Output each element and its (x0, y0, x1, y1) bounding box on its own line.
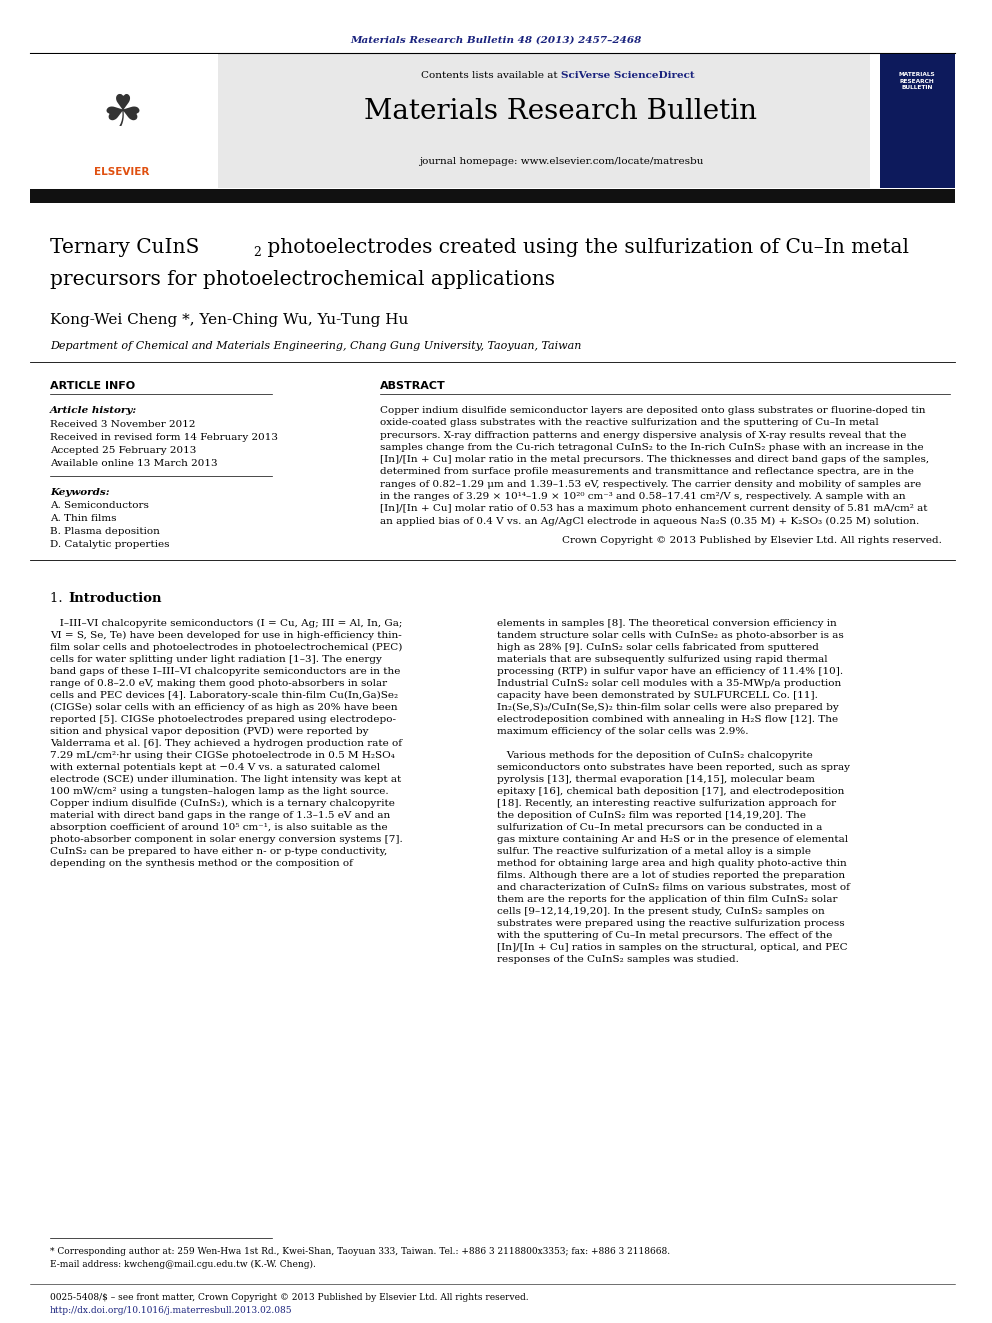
Text: Department of Chemical and Materials Engineering, Chang Gung University, Taoyuan: Department of Chemical and Materials Eng… (50, 341, 581, 351)
Text: materials that are subsequently sulfurized using rapid thermal: materials that are subsequently sulfuriz… (497, 655, 827, 664)
Bar (30, 54, 870, 188)
Text: precursors. X-ray diffraction patterns and energy dispersive analysis of X-ray r: precursors. X-ray diffraction patterns a… (380, 430, 907, 439)
Text: electrode (SCE) under illumination. The light intensity was kept at: electrode (SCE) under illumination. The … (50, 775, 401, 785)
Text: Copper indium disulfide semiconductor layers are deposited onto glass substrates: Copper indium disulfide semiconductor la… (380, 406, 926, 415)
Text: capacity have been demonstrated by SULFURCELL Co. [11].: capacity have been demonstrated by SULFU… (497, 691, 817, 700)
Text: cells for water splitting under light radiation [1–3]. The energy: cells for water splitting under light ra… (50, 655, 382, 664)
Text: A. Semiconductors: A. Semiconductors (50, 501, 149, 509)
Text: Valderrama et al. [6]. They achieved a hydrogen production rate of: Valderrama et al. [6]. They achieved a h… (50, 740, 402, 747)
Text: high as 28% [9]. CuInS₂ solar cells fabricated from sputtered: high as 28% [9]. CuInS₂ solar cells fabr… (497, 643, 818, 652)
Text: with the sputtering of Cu–In metal precursors. The effect of the: with the sputtering of Cu–In metal precu… (497, 931, 832, 941)
Text: [In]/[In + Cu] ratios in samples on the structural, optical, and PEC: [In]/[In + Cu] ratios in samples on the … (497, 943, 847, 953)
Text: 0025-5408/$ – see front matter, Crown Copyright © 2013 Published by Elsevier Ltd: 0025-5408/$ – see front matter, Crown Co… (50, 1293, 529, 1302)
Text: ARTICLE INFO: ARTICLE INFO (50, 381, 135, 392)
Text: * Corresponding author at: 259 Wen-Hwa 1st Rd., Kwei-Shan, Taoyuan 333, Taiwan. : * Corresponding author at: 259 Wen-Hwa 1… (50, 1248, 671, 1256)
Text: films. Although there are a lot of studies reported the preparation: films. Although there are a lot of studi… (497, 871, 845, 880)
Text: 2: 2 (253, 246, 261, 259)
Text: MATERIALS
RESEARCH
BULLETIN: MATERIALS RESEARCH BULLETIN (899, 71, 935, 90)
Text: Received 3 November 2012: Received 3 November 2012 (50, 419, 195, 429)
Text: depending on the synthesis method or the composition of: depending on the synthesis method or the… (50, 859, 353, 868)
Text: tandem structure solar cells with CuInSe₂ as photo-absorber is as: tandem structure solar cells with CuInSe… (497, 631, 844, 640)
Text: samples change from the Cu-rich tetragonal CuInS₂ to the In-rich CuInS₂ phase wi: samples change from the Cu-rich tetragon… (380, 443, 924, 452)
Text: Introduction: Introduction (68, 591, 162, 605)
Text: Industrial CuInS₂ solar cell modules with a 35-MWp/a production: Industrial CuInS₂ solar cell modules wit… (497, 679, 841, 688)
Text: cells and PEC devices [4]. Laboratory-scale thin-film Cu(In,Ga)Se₂: cells and PEC devices [4]. Laboratory-sc… (50, 691, 398, 700)
Text: material with direct band gaps in the range of 1.3–1.5 eV and an: material with direct band gaps in the ra… (50, 811, 390, 820)
Text: journal homepage: www.elsevier.com/locate/matresbu: journal homepage: www.elsevier.com/locat… (419, 157, 703, 165)
Text: Kong-Wei Cheng *, Yen-Ching Wu, Yu-Tung Hu: Kong-Wei Cheng *, Yen-Ching Wu, Yu-Tung … (50, 314, 409, 327)
Text: http://dx.doi.org/10.1016/j.materresbull.2013.02.085: http://dx.doi.org/10.1016/j.materresbull… (50, 1306, 293, 1315)
Text: Ternary CuInS: Ternary CuInS (50, 238, 199, 257)
Bar (880, 54, 955, 188)
Text: ELSEVIER: ELSEVIER (94, 167, 150, 177)
Text: responses of the CuInS₂ samples was studied.: responses of the CuInS₂ samples was stud… (497, 955, 739, 964)
Bar (30, 189, 955, 202)
Text: In₂(Se,S)₃/CuIn(Se,S)₂ thin-film solar cells were also prepared by: In₂(Se,S)₃/CuIn(Se,S)₂ thin-film solar c… (497, 703, 839, 712)
Text: pyrolysis [13], thermal evaporation [14,15], molecular beam: pyrolysis [13], thermal evaporation [14,… (497, 775, 814, 785)
Text: and characterization of CuInS₂ films on various substrates, most of: and characterization of CuInS₂ films on … (497, 882, 850, 892)
Text: SciVerse ScienceDirect: SciVerse ScienceDirect (561, 71, 694, 79)
Text: semiconductors onto substrates have been reported, such as spray: semiconductors onto substrates have been… (497, 763, 850, 773)
Text: photoelectrodes created using the sulfurization of Cu–In metal: photoelectrodes created using the sulfur… (261, 238, 909, 257)
Text: elements in samples [8]. The theoretical conversion efficiency in: elements in samples [8]. The theoretical… (497, 619, 836, 628)
Text: Materials Research Bulletin: Materials Research Bulletin (364, 98, 758, 124)
Text: Keywords:: Keywords: (50, 488, 110, 497)
Text: precursors for photoelectrochemical applications: precursors for photoelectrochemical appl… (50, 270, 555, 288)
Text: sulfurization of Cu–In metal precursors can be conducted in a: sulfurization of Cu–In metal precursors … (497, 823, 822, 832)
Text: Copper indium disulfide (CuInS₂), which is a ternary chalcopyrite: Copper indium disulfide (CuInS₂), which … (50, 799, 395, 808)
Text: maximum efficiency of the solar cells was 2.9%.: maximum efficiency of the solar cells wa… (497, 728, 749, 736)
Text: A. Thin films: A. Thin films (50, 515, 116, 523)
Text: range of 0.8–2.0 eV, making them good photo-absorbers in solar: range of 0.8–2.0 eV, making them good ph… (50, 679, 387, 688)
Text: Article history:: Article history: (50, 406, 137, 415)
Text: with external potentials kept at −0.4 V vs. a saturated calomel: with external potentials kept at −0.4 V … (50, 763, 380, 773)
Text: (CIGSe) solar cells with an efficiency of as high as 20% have been: (CIGSe) solar cells with an efficiency o… (50, 703, 398, 712)
Text: an applied bias of 0.4 V vs. an Ag/AgCl electrode in aqueous Na₂S (0.35 M) + K₂S: an applied bias of 0.4 V vs. an Ag/AgCl … (380, 517, 920, 525)
Text: the deposition of CuInS₂ film was reported [14,19,20]. The: the deposition of CuInS₂ film was report… (497, 811, 806, 820)
Text: B. Plasma deposition: B. Plasma deposition (50, 527, 160, 536)
Text: gas mixture containing Ar and H₂S or in the presence of elemental: gas mixture containing Ar and H₂S or in … (497, 835, 848, 844)
Text: [In]/[In + Cu] molar ratio in the metal precursors. The thicknesses and direct b: [In]/[In + Cu] molar ratio in the metal … (380, 455, 930, 464)
Text: Crown Copyright © 2013 Published by Elsevier Ltd. All rights reserved.: Crown Copyright © 2013 Published by Else… (562, 536, 942, 545)
Text: Received in revised form 14 February 2013: Received in revised form 14 February 201… (50, 433, 278, 442)
Text: reported [5]. CIGSe photoelectrodes prepared using electrodepo-: reported [5]. CIGSe photoelectrodes prep… (50, 714, 396, 724)
Text: ranges of 0.82–1.29 μm and 1.39–1.53 eV, respectively. The carrier density and m: ranges of 0.82–1.29 μm and 1.39–1.53 eV,… (380, 480, 922, 488)
Text: Materials Research Bulletin 48 (2013) 2457–2468: Materials Research Bulletin 48 (2013) 24… (350, 36, 642, 45)
Text: Accepted 25 February 2013: Accepted 25 February 2013 (50, 446, 196, 455)
Text: D. Catalytic properties: D. Catalytic properties (50, 540, 170, 549)
Text: absorption coefficient of around 10⁵ cm⁻¹, is also suitable as the: absorption coefficient of around 10⁵ cm⁻… (50, 823, 388, 832)
Text: Contents lists available at: Contents lists available at (422, 71, 561, 79)
Bar (30, 54, 218, 188)
Text: 100 mW/cm² using a tungsten–halogen lamp as the light source.: 100 mW/cm² using a tungsten–halogen lamp… (50, 787, 389, 796)
Text: CuInS₂ can be prepared to have either n- or p-type conductivity,: CuInS₂ can be prepared to have either n-… (50, 847, 387, 856)
Text: photo-absorber component in solar energy conversion systems [7].: photo-absorber component in solar energy… (50, 835, 403, 844)
Text: them are the reports for the application of thin film CuInS₂ solar: them are the reports for the application… (497, 894, 837, 904)
Text: oxide-coated glass substrates with the reactive sulfurization and the sputtering: oxide-coated glass substrates with the r… (380, 418, 879, 427)
Text: substrates were prepared using the reactive sulfurization process: substrates were prepared using the react… (497, 919, 844, 927)
Text: film solar cells and photoelectrodes in photoelectrochemical (PEC): film solar cells and photoelectrodes in … (50, 643, 403, 652)
Text: ☘: ☘ (102, 93, 142, 135)
Text: VI = S, Se, Te) have been developed for use in high-efficiency thin-: VI = S, Se, Te) have been developed for … (50, 631, 402, 640)
Text: ABSTRACT: ABSTRACT (380, 381, 445, 392)
Text: determined from surface profile measurements and transmittance and reflectance s: determined from surface profile measurem… (380, 467, 914, 476)
Text: E-mail address: kwcheng@mail.cgu.edu.tw (K.-W. Cheng).: E-mail address: kwcheng@mail.cgu.edu.tw … (50, 1259, 315, 1269)
Text: band gaps of these I–III–VI chalcopyrite semiconductors are in the: band gaps of these I–III–VI chalcopyrite… (50, 667, 401, 676)
Text: Available online 13 March 2013: Available online 13 March 2013 (50, 459, 217, 468)
Text: electrodeposition combined with annealing in H₂S flow [12]. The: electrodeposition combined with annealin… (497, 714, 838, 724)
Text: Various methods for the deposition of CuInS₂ chalcopyrite: Various methods for the deposition of Cu… (497, 751, 812, 759)
Text: 7.29 mL/cm²·hr using their CIGSe photoelectrode in 0.5 M H₂SO₄: 7.29 mL/cm²·hr using their CIGSe photoel… (50, 751, 395, 759)
Text: epitaxy [16], chemical bath deposition [17], and electrodeposition: epitaxy [16], chemical bath deposition [… (497, 787, 844, 796)
Text: [In]/[In + Cu] molar ratio of 0.53 has a maximum photo enhancement current densi: [In]/[In + Cu] molar ratio of 0.53 has a… (380, 504, 928, 513)
Text: in the ranges of 3.29 × 10¹⁴–1.9 × 10²⁰ cm⁻³ and 0.58–17.41 cm²/V s, respectivel: in the ranges of 3.29 × 10¹⁴–1.9 × 10²⁰ … (380, 492, 906, 501)
Text: cells [9–12,14,19,20]. In the present study, CuInS₂ samples on: cells [9–12,14,19,20]. In the present st… (497, 908, 824, 916)
Text: [18]. Recently, an interesting reactive sulfurization approach for: [18]. Recently, an interesting reactive … (497, 799, 836, 808)
Text: I–III–VI chalcopyrite semiconductors (I = Cu, Ag; III = Al, In, Ga;: I–III–VI chalcopyrite semiconductors (I … (50, 619, 403, 628)
Text: sulfur. The reactive sulfurization of a metal alloy is a simple: sulfur. The reactive sulfurization of a … (497, 847, 811, 856)
Text: method for obtaining large area and high quality photo-active thin: method for obtaining large area and high… (497, 859, 847, 868)
Text: processing (RTP) in sulfur vapor have an efficiency of 11.4% [10].: processing (RTP) in sulfur vapor have an… (497, 667, 843, 676)
Text: sition and physical vapor deposition (PVD) were reported by: sition and physical vapor deposition (PV… (50, 728, 368, 736)
Text: 1.: 1. (50, 591, 71, 605)
